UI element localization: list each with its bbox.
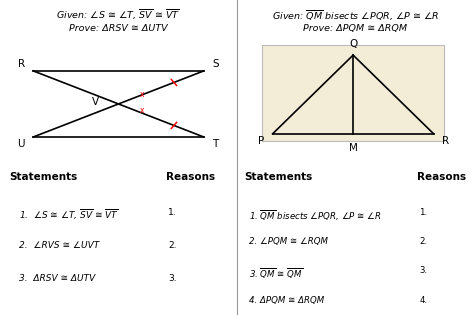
- Text: Prove: ΔPQM ≅ ΔRQM: Prove: ΔPQM ≅ ΔRQM: [303, 24, 408, 33]
- Text: R: R: [18, 59, 25, 69]
- Text: 1. $\overline{QM}$ bisects ∠PQR, ∠P ≅ ∠R: 1. $\overline{QM}$ bisects ∠PQR, ∠P ≅ ∠R: [249, 208, 382, 223]
- Text: 1.: 1.: [419, 208, 428, 217]
- Text: Reasons: Reasons: [166, 172, 215, 182]
- Text: T: T: [212, 139, 219, 149]
- Text: R: R: [442, 136, 449, 146]
- Text: P: P: [258, 136, 264, 146]
- Text: M: M: [349, 143, 357, 153]
- Text: Prove: ΔRSV ≅ ΔUTV: Prove: ΔRSV ≅ ΔUTV: [69, 24, 168, 33]
- Text: 2. ∠PQM ≅ ∠RQM: 2. ∠PQM ≅ ∠RQM: [249, 237, 328, 246]
- Text: 3.: 3.: [168, 274, 177, 283]
- Text: Statements: Statements: [9, 172, 78, 182]
- Text: 4.: 4.: [419, 296, 428, 305]
- Text: 3.  ΔRSV ≅ ΔUTV: 3. ΔRSV ≅ ΔUTV: [19, 274, 95, 283]
- Text: x: x: [140, 106, 145, 115]
- Text: S: S: [212, 59, 219, 69]
- Text: 1.  ∠S ≅ ∠T, $\overline{SV}$ ≅ $\overline{VT}$: 1. ∠S ≅ ∠T, $\overline{SV}$ ≅ $\overline…: [19, 208, 119, 222]
- Text: 2.: 2.: [419, 237, 428, 246]
- Text: Reasons: Reasons: [417, 172, 466, 182]
- Text: Given: ∠S ≅ ∠T, $\overline{SV}$ ≅ $\overline{VT}$: Given: ∠S ≅ ∠T, $\overline{SV}$ ≅ $\over…: [56, 8, 181, 22]
- Text: 3.: 3.: [419, 266, 428, 276]
- Text: 2.: 2.: [168, 241, 177, 250]
- Text: Q: Q: [349, 39, 357, 49]
- Text: 3. $\overline{QM}$ ≅ $\overline{QM}$: 3. $\overline{QM}$ ≅ $\overline{QM}$: [249, 266, 303, 281]
- Text: V: V: [92, 97, 100, 107]
- Text: 2.  ∠RVS ≅ ∠UVT: 2. ∠RVS ≅ ∠UVT: [19, 241, 99, 250]
- Bar: [262, 45, 444, 141]
- Text: x: x: [140, 89, 145, 99]
- Text: 4. ΔPQM ≅ ΔRQM: 4. ΔPQM ≅ ΔRQM: [249, 296, 324, 305]
- Text: U: U: [17, 139, 25, 149]
- Text: Given: $\overline{QM}$ bisects ∠PQR, ∠P ≅ ∠R: Given: $\overline{QM}$ bisects ∠PQR, ∠P …: [272, 8, 439, 23]
- Text: 1.: 1.: [168, 208, 177, 217]
- Text: Statements: Statements: [244, 172, 312, 182]
